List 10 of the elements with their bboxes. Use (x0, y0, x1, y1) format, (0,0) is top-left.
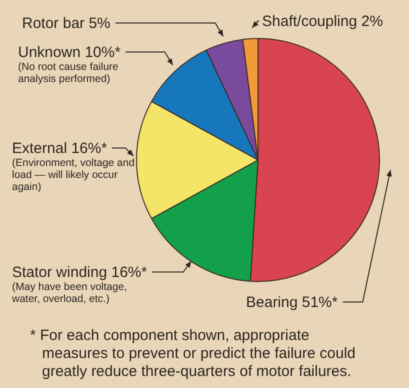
slice-label: Stator winding 16%* (12, 264, 148, 281)
text: * For each component shown, appropriate measures to prevent or predict the failure could greatly reduce three-quarters of motor failures. (30, 327, 356, 380)
text: (Environment, voltage and load — will likely occur again) (12, 157, 135, 193)
slice-label: Bearing 51%* (246, 294, 338, 311)
text: (May have been voltage, water, overload, etc.) (12, 281, 127, 305)
slice-label: External 16%* (12, 140, 108, 157)
slice-label: Shaft/coupling 2% (262, 13, 383, 30)
text: (No root cause failure analysis performed) (18, 61, 118, 85)
slice-label: Unknown 10%* (18, 44, 121, 61)
slice-label: Rotor bar 5% (22, 15, 110, 32)
